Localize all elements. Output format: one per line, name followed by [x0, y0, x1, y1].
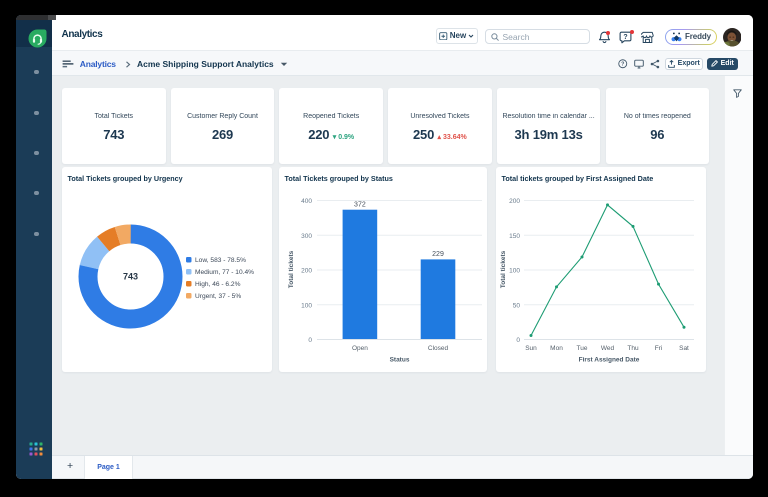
svg-text:743: 743 — [123, 272, 138, 282]
svg-text:Status: Status — [390, 357, 410, 364]
svg-text:Sat: Sat — [679, 345, 689, 352]
svg-text:High, 46 - 6.2%: High, 46 - 6.2% — [195, 281, 241, 288]
svg-text:229: 229 — [432, 251, 444, 258]
svg-text:Mon: Mon — [550, 345, 563, 352]
svg-text:100: 100 — [301, 302, 312, 309]
svg-text:150: 150 — [509, 233, 520, 240]
svg-text:Thu: Thu — [627, 345, 639, 352]
svg-text:400: 400 — [301, 198, 312, 205]
svg-text:First Assigned Date: First Assigned Date — [579, 357, 640, 364]
svg-text:200: 200 — [509, 198, 520, 205]
svg-text:200: 200 — [301, 268, 312, 275]
svg-text:300: 300 — [301, 233, 312, 240]
svg-text:Tue: Tue — [577, 345, 588, 352]
svg-text:Urgent, 37 - 5%: Urgent, 37 - 5% — [195, 293, 241, 300]
svg-text:Sun: Sun — [525, 345, 537, 352]
svg-text:?: ? — [621, 62, 624, 68]
svg-text:372: 372 — [354, 202, 366, 209]
svg-text:Total tickets: Total tickets — [288, 250, 295, 288]
svg-text:Closed: Closed — [428, 345, 449, 352]
svg-text:0: 0 — [308, 337, 312, 344]
svg-text:Open: Open — [352, 345, 368, 352]
svg-text:Wed: Wed — [601, 345, 615, 352]
svg-text:?: ? — [623, 34, 627, 41]
svg-text:Total tickets: Total tickets — [500, 250, 507, 288]
svg-text:0: 0 — [516, 337, 520, 344]
svg-text:50: 50 — [513, 302, 521, 309]
svg-text:Medium, 77 - 10.4%: Medium, 77 - 10.4% — [195, 269, 254, 276]
svg-text:Low, 583 - 78.5%: Low, 583 - 78.5% — [195, 257, 246, 264]
svg-text:100: 100 — [509, 268, 520, 275]
svg-text:Fri: Fri — [655, 345, 663, 352]
